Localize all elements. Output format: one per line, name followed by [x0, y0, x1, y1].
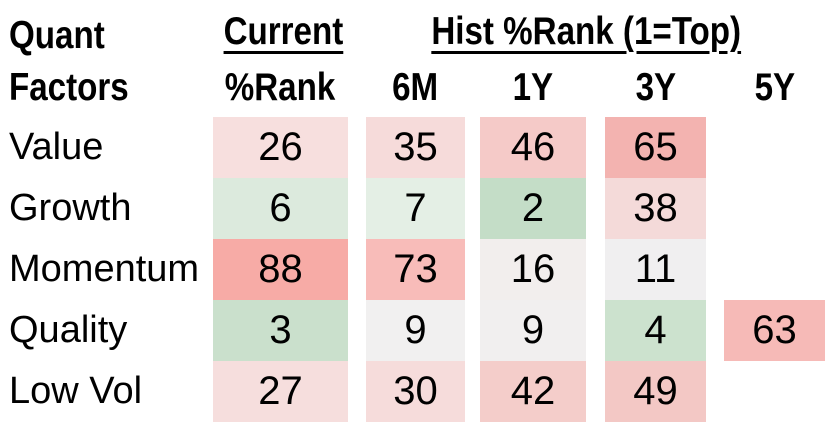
heatmap-cell: 49 — [605, 361, 706, 422]
hist-group-header: Hist %Rank (1=Top) — [366, 12, 806, 51]
heatmap-cell-empty — [724, 117, 825, 178]
heatmap-cell: 42 — [480, 361, 586, 422]
heatmap-cell: 46 — [480, 117, 586, 178]
col-header-6m: 6M — [392, 66, 439, 109]
heatmap-cell: 6 — [213, 178, 348, 239]
heatmap-cell: 88 — [213, 239, 348, 300]
heatmap-cell: 9 — [480, 300, 586, 361]
col-header-current-rank: %Rank — [225, 66, 336, 109]
heatmap-cell: 65 — [605, 117, 706, 178]
row-label-low-vol: Low Vol — [9, 370, 143, 412]
col-header-3y: 3Y — [635, 66, 676, 109]
heatmap-cell: 27 — [213, 361, 348, 422]
row-label-momentum: Momentum — [9, 248, 200, 290]
heatmap-cell: 9 — [366, 300, 465, 361]
heatmap-cell: 3 — [213, 300, 348, 361]
row-label-value: Value — [9, 126, 104, 168]
heatmap-cell-empty — [724, 361, 825, 422]
current-group-header-text: Current — [223, 10, 344, 53]
col-header-1y: 1Y — [512, 66, 554, 109]
heatmap-cell-empty — [724, 239, 825, 300]
heatmap-cell: 73 — [366, 239, 465, 300]
table-title-line1: Quant — [9, 14, 105, 57]
heatmap-cell: 38 — [605, 178, 706, 239]
heatmap-cell: 2 — [480, 178, 586, 239]
heatmap-cell: 7 — [366, 178, 465, 239]
heatmap-cell: 63 — [724, 300, 825, 361]
heatmap-cell: 26 — [213, 117, 348, 178]
heatmap-cell: 11 — [605, 239, 706, 300]
heatmap-cell: 35 — [366, 117, 465, 178]
hist-group-header-text: Hist %Rank (1=Top) — [431, 10, 741, 53]
current-group-header: Current — [213, 12, 348, 51]
table-title-line2: Factors — [9, 66, 129, 109]
heatmap-cell: 30 — [366, 361, 465, 422]
heatmap-cell: 16 — [480, 239, 586, 300]
heatmap-cell-empty — [724, 178, 825, 239]
row-label-growth: Growth — [9, 187, 132, 229]
heatmap-cell: 4 — [605, 300, 706, 361]
col-header-5y: 5Y — [754, 66, 795, 109]
row-label-quality: Quality — [9, 309, 128, 351]
